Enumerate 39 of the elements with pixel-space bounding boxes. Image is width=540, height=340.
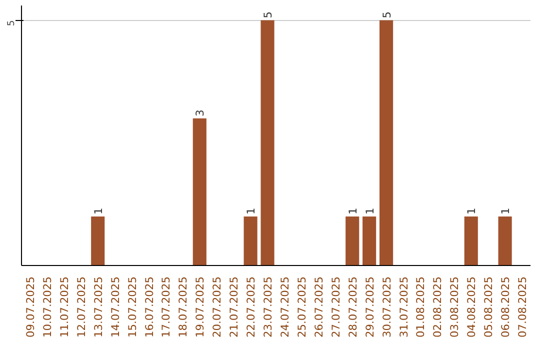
x-tick-label: 09.07.2025: [24, 276, 37, 338]
x-tick-label: 13.07.2025: [92, 276, 105, 338]
x-tick-label: 25.07.2025: [295, 276, 308, 338]
x-tick-label: 31.07.2025: [397, 276, 410, 338]
x-tick-label: 16.07.2025: [142, 276, 156, 338]
x-tick-label: 28.07.2025: [346, 276, 360, 338]
x-tick-label: 10.07.2025: [40, 276, 54, 338]
x-tick-label: 02.08.2025: [431, 276, 444, 338]
x-tick-label: 23.07.2025: [262, 276, 275, 338]
x-tick-label: 11.07.2025: [58, 276, 71, 338]
x-tick-label: 19.07.2025: [194, 276, 207, 338]
x-tick-label: 01.08.2025: [414, 276, 428, 338]
data-label: 5: [380, 11, 394, 18]
data-label: 1: [465, 208, 478, 214]
data-label: 3: [194, 110, 207, 116]
data-label: 5: [262, 11, 275, 18]
data-label: 1: [92, 208, 105, 214]
x-tick-label: 05.08.2025: [482, 276, 496, 338]
x-tick-label: 15.07.2025: [126, 276, 139, 338]
x-tick-label: 24.07.2025: [278, 276, 292, 338]
x-tick-label: 22.07.2025: [244, 276, 258, 338]
data-label: 1: [346, 208, 360, 214]
x-tick-label: 21.07.2025: [228, 276, 241, 338]
x-tick-label: 29.07.2025: [363, 276, 376, 338]
x-tick-label: 20.07.2025: [210, 276, 224, 338]
x-tick-label: 30.07.2025: [380, 276, 394, 338]
x-tick-label: 04.08.2025: [465, 276, 478, 338]
x-tick-label: 17.07.2025: [160, 276, 173, 338]
x-tick-label: 26.07.2025: [312, 276, 326, 338]
x-tick-label: 14.07.2025: [108, 276, 122, 338]
x-tick-label: 07.08.2025: [516, 276, 530, 338]
data-label: 1: [499, 208, 512, 214]
data-label: 1: [363, 208, 376, 214]
x-tick-label: 03.08.2025: [448, 276, 462, 338]
x-tick-label: 06.08.2025: [499, 276, 512, 338]
x-tick-label: 12.07.2025: [74, 276, 88, 338]
x-tick-label: 27.07.2025: [329, 276, 342, 338]
x-tick-label: 18.07.2025: [176, 276, 190, 338]
data-label: 1: [244, 208, 258, 214]
